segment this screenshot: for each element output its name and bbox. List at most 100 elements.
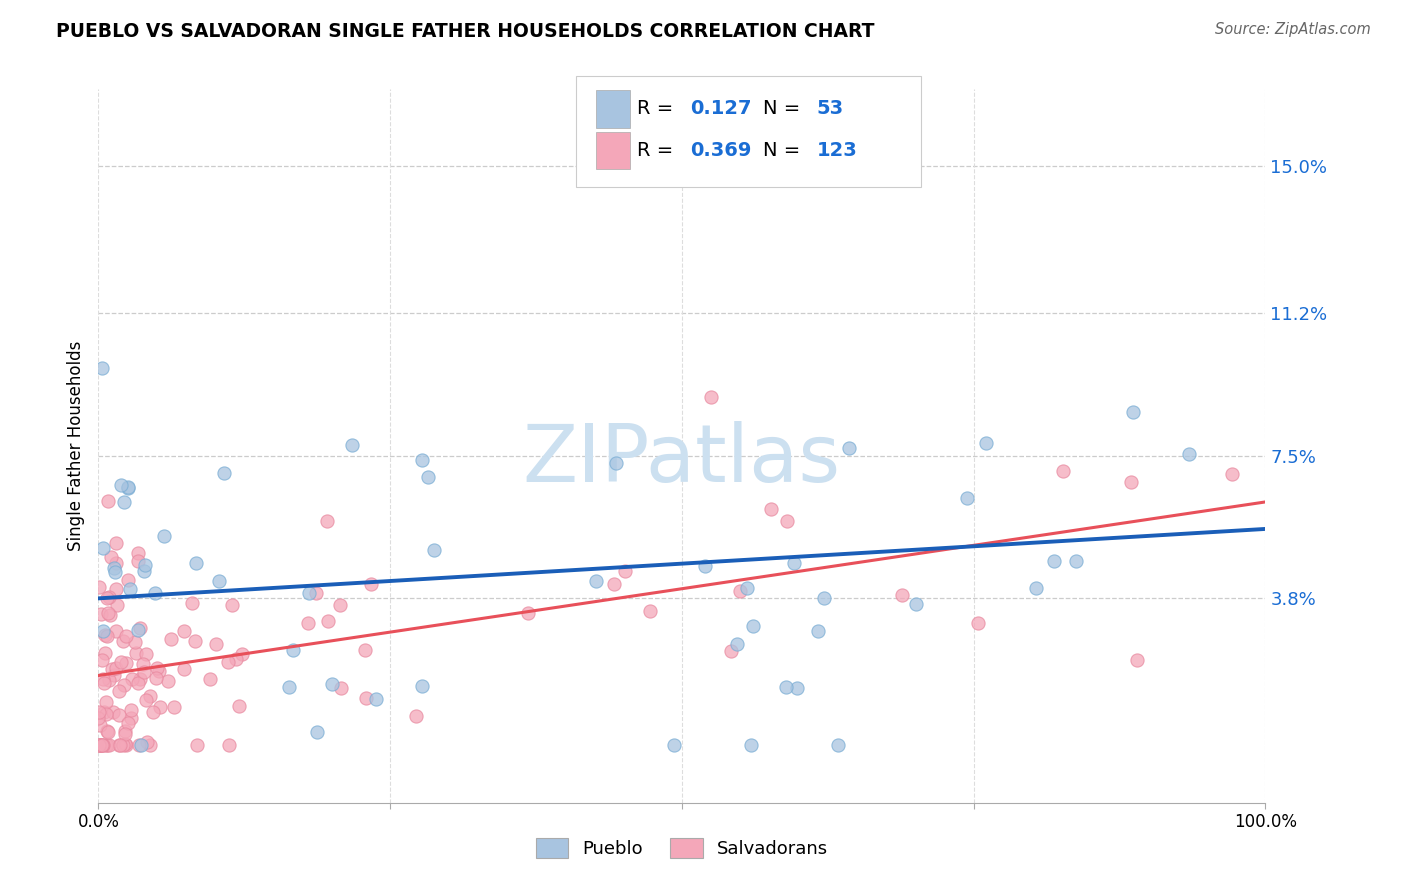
Point	[418, 469, 440, 483]
Point	[89, 738, 111, 752]
Point	[139, 689, 162, 703]
Text: 0.127: 0.127	[690, 99, 752, 119]
Point	[184, 556, 207, 570]
Point	[103, 561, 125, 575]
Point	[297, 616, 319, 631]
Point	[782, 556, 804, 570]
Point	[145, 672, 167, 686]
Point	[662, 738, 685, 752]
Point	[96, 738, 118, 752]
Point	[423, 543, 446, 558]
Point	[90, 738, 112, 752]
Point	[316, 615, 339, 629]
Point	[94, 646, 117, 660]
Text: PUEBLO VS SALVADORAN SINGLE FATHER HOUSEHOLDS CORRELATION CHART: PUEBLO VS SALVADORAN SINGLE FATHER HOUSE…	[56, 22, 875, 41]
Point	[761, 502, 783, 516]
Point	[104, 661, 127, 675]
Point	[725, 637, 748, 651]
Point	[218, 738, 240, 752]
Point	[108, 738, 131, 752]
Text: N =: N =	[763, 99, 807, 119]
Point	[173, 624, 195, 638]
Point	[105, 536, 128, 550]
Point	[298, 586, 321, 600]
Point	[305, 724, 328, 739]
Point	[129, 672, 152, 686]
Point	[329, 599, 352, 613]
Point	[118, 582, 141, 597]
Text: R =: R =	[637, 141, 679, 161]
Point	[93, 676, 115, 690]
Point	[115, 657, 138, 671]
Point	[91, 541, 114, 555]
Point	[115, 738, 138, 752]
Point	[740, 738, 762, 752]
Point	[117, 481, 139, 495]
Point	[741, 619, 763, 633]
Point	[98, 673, 121, 688]
Point	[87, 580, 110, 594]
Point	[91, 653, 114, 667]
Point	[114, 724, 136, 739]
Point	[231, 647, 253, 661]
Point	[91, 361, 114, 376]
Point	[94, 738, 117, 752]
Point	[110, 655, 132, 669]
Point	[117, 715, 139, 730]
Point	[98, 738, 121, 752]
Point	[148, 664, 170, 678]
Point	[160, 632, 183, 646]
Point	[117, 480, 139, 494]
Point	[1220, 467, 1243, 482]
Point	[613, 564, 636, 578]
Point	[354, 643, 377, 657]
Point	[108, 684, 131, 698]
Point	[156, 673, 179, 688]
Point	[221, 598, 243, 612]
Point	[340, 438, 363, 452]
Point	[127, 554, 149, 568]
Point	[101, 705, 124, 719]
Point	[321, 677, 343, 691]
Point	[184, 633, 207, 648]
Point	[283, 643, 305, 657]
Point	[720, 644, 742, 658]
Point	[277, 680, 299, 694]
Point	[153, 529, 176, 543]
Point	[305, 586, 328, 600]
Point	[101, 662, 124, 676]
Point	[807, 624, 830, 639]
Point	[94, 628, 117, 642]
Point	[129, 738, 152, 752]
Point	[1052, 464, 1074, 478]
Point	[890, 588, 912, 602]
Point	[1122, 405, 1144, 419]
Point	[905, 598, 928, 612]
Point	[91, 738, 114, 752]
Point	[134, 558, 156, 573]
Point	[89, 718, 111, 732]
Point	[411, 679, 433, 693]
Point	[1178, 447, 1201, 461]
Point	[364, 692, 387, 706]
Point	[516, 606, 538, 620]
Point	[108, 738, 131, 752]
Point	[181, 597, 204, 611]
Point	[786, 681, 808, 695]
Point	[103, 668, 125, 682]
Point	[776, 514, 799, 528]
Point	[114, 737, 136, 751]
Point	[132, 665, 155, 679]
Point	[128, 621, 150, 635]
Point	[124, 635, 146, 649]
Point	[149, 699, 172, 714]
Point	[125, 646, 148, 660]
Point	[700, 390, 723, 404]
Point	[98, 607, 121, 622]
Point	[603, 576, 626, 591]
Point	[1126, 653, 1149, 667]
Point	[132, 657, 155, 672]
Point	[838, 442, 860, 456]
Point	[145, 586, 167, 600]
Point	[100, 549, 122, 564]
